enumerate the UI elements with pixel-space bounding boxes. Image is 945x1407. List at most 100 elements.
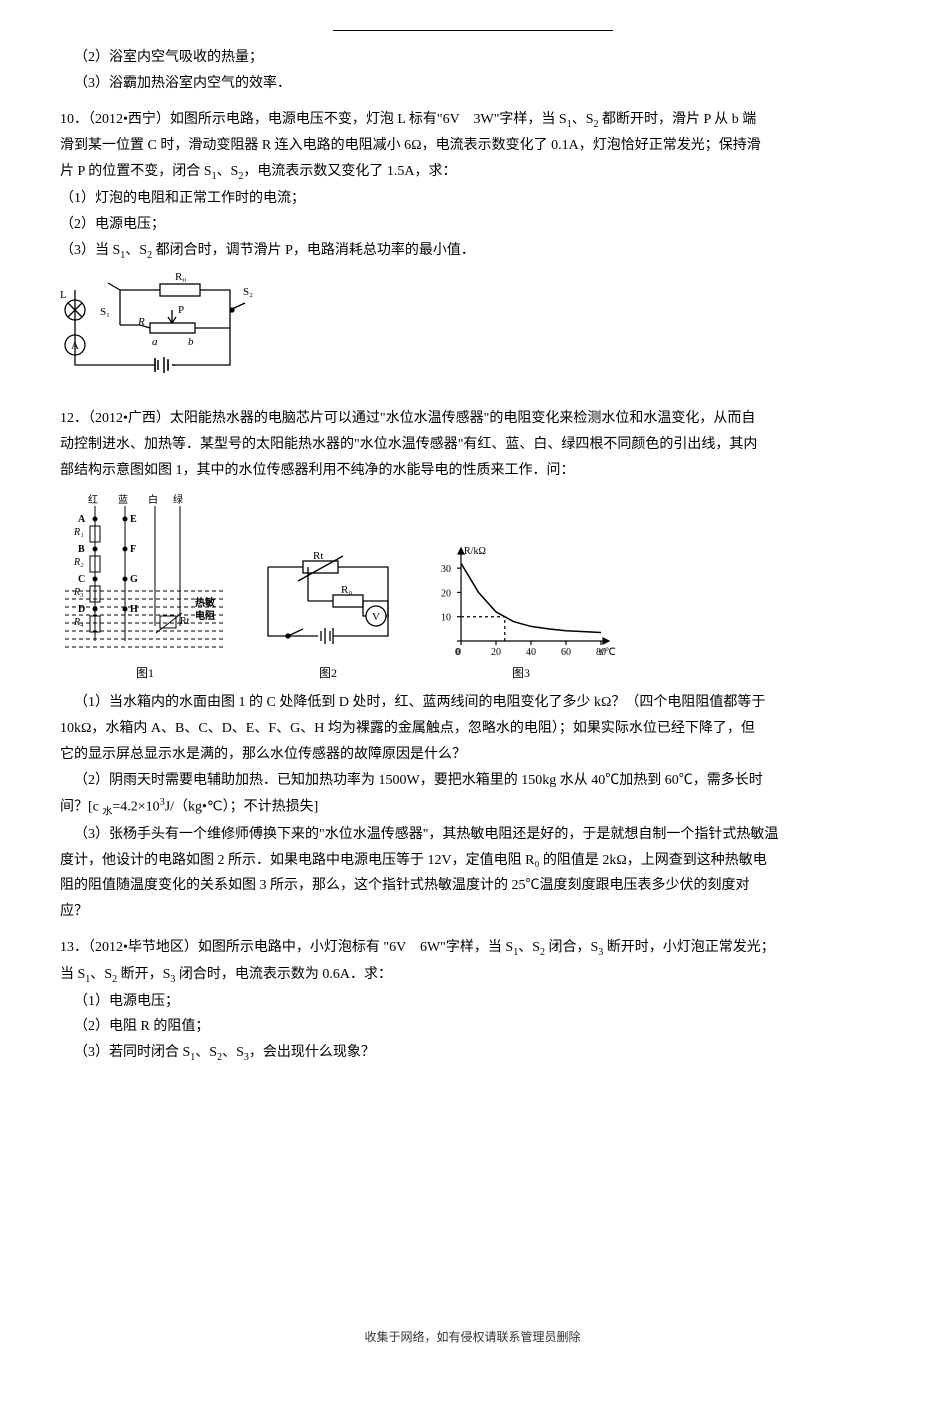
lbl-S1: S₁: [100, 306, 110, 318]
q13-p1d: 断开时，小灯泡正常发光；: [603, 940, 775, 955]
frag-line-2: （2）浴室内空气吸收的热量；: [60, 46, 885, 70]
svg-text:30: 30: [441, 564, 451, 575]
q12-fig2-block: Rt R₀ V 图2: [248, 551, 408, 683]
q13-s3c: 、S: [222, 1045, 244, 1060]
q12-fig1-block: 红 蓝 白 绿 A E B F C G D H R₁ R₂ R₃: [60, 491, 230, 683]
lbl-R4: R₄: [73, 617, 84, 628]
q10-s1: （1）灯泡的电阻和正常工作时的电流；: [60, 187, 885, 211]
svg-text:40: 40: [526, 647, 536, 658]
q10-p3a: 片 P 的位置不变，闭合 S: [60, 164, 212, 179]
q12-s2b-c: J/（kg•℃）；不计热损失]: [165, 800, 319, 815]
page-header-rule: [333, 30, 613, 31]
q12-s3d: 应？: [60, 900, 885, 924]
lbl-A: A: [78, 514, 86, 525]
q12-p1: 12．（2012•广西）太阳能热水器的电脑芯片可以通过"水位水温传感器"的电阻变…: [60, 407, 885, 431]
f2-Rt: Rt: [313, 551, 323, 562]
lbl-C: C: [78, 574, 85, 585]
q13-p2: 当 S1、S2 断开，S3 闭合时，电流表示数为 0.6A．求：: [60, 963, 885, 988]
lbl-L: L: [60, 289, 67, 301]
q12-s1c: 它的显示屏总显示水是满的，那么水位传感器的故障原因是什么？: [60, 743, 885, 767]
q12-fig2-diagram: Rt R₀ V: [248, 551, 408, 661]
lbl-red: 红: [88, 493, 98, 506]
q12-fig1-diagram: 红 蓝 白 绿 A E B F C G D H R₁ R₂ R₃: [60, 491, 230, 661]
q10-p1c: 都断开时，滑片 P 从 b 端: [599, 112, 757, 127]
svg-text:0: 0: [455, 647, 460, 658]
q12-s1b: 10kΩ，水箱内 A、B、C、D、E、F、G、H 均为裸露的金属触点，忽略水的电…: [60, 717, 885, 741]
q10-s2: （2）电源电压；: [60, 213, 885, 237]
lbl-R: R: [137, 316, 145, 328]
q13-s3b: 、S: [195, 1045, 217, 1060]
fig2-caption: 图2: [319, 663, 337, 683]
lbl-green: 绿: [173, 493, 183, 506]
q10-p3: 片 P 的位置不变，闭合 S1、S2，电流表示数又变化了 1.5A，求：: [60, 160, 885, 185]
lbl-P: P: [178, 304, 184, 316]
lbl-S2: S₂: [243, 286, 253, 298]
f2-V: V: [372, 611, 380, 623]
q12-p3: 部结构示意图如图 1，其中的水位传感器利用不纯净的水能导电的性质来工作．问：: [60, 459, 885, 483]
q10-p3b: 、S: [217, 164, 239, 179]
lbl-R1: R₁: [73, 527, 84, 538]
q13-p1a: 13．（2012•毕节地区）如图所示电路中，小灯泡标有 "6V 6W"字样，当 …: [60, 940, 513, 955]
q12-s1: （1）当水箱内的水面由图 1 的 C 处降低到 D 处时，红、蓝两线间的电阻变化…: [60, 691, 885, 715]
lbl-b: b: [188, 336, 194, 348]
question-13: 13．（2012•毕节地区）如图所示电路中，小灯泡标有 "6V 6W"字样，当 …: [60, 936, 885, 1066]
q10-circuit-diagram: R₀ S₂ S₁ P R a b L A: [60, 265, 260, 395]
svg-text:t/℃: t/℃: [599, 647, 616, 658]
q13-p1b: 、S: [518, 940, 540, 955]
sub-water: 水: [102, 807, 112, 818]
q12-s2b-a: 间？[c: [60, 800, 102, 815]
q12-s3b: 度计，他设计的电路如图 2 所示．如果电路中电源电压等于 12V，定值电阻 R₀…: [60, 849, 885, 873]
q12-fig3-block: 0204060801020300t/℃R/kΩ 图3: [426, 541, 616, 683]
svg-text:10: 10: [441, 612, 451, 623]
svg-text:20: 20: [491, 647, 501, 658]
lbl-R0: R₀: [175, 271, 186, 283]
q12-s2: （2）阴雨天时需要电辅助加热．已知加热功率为 1500W，要把水箱里的 150k…: [60, 769, 885, 793]
lbl-B: B: [78, 544, 85, 555]
lbl-E: E: [130, 514, 137, 525]
lbl-Rt: Rt: [180, 616, 190, 627]
svg-text:60: 60: [561, 647, 571, 658]
q13-s2: （2）电阻 R 的阻值；: [60, 1015, 885, 1039]
fig3-caption: 图3: [512, 663, 530, 683]
q13-p2a: 当 S: [60, 967, 85, 982]
q10-p1b: 、S: [572, 112, 594, 127]
q13-p1: 13．（2012•毕节地区）如图所示电路中，小灯泡标有 "6V 6W"字样，当 …: [60, 936, 885, 961]
q10-s3c: 都闭合时，调节滑片 P，电路消耗总功率的最小值．: [152, 243, 475, 258]
q13-p2d: 闭合时，电流表示数为 0.6A．求：: [175, 967, 392, 982]
f2-R0: R₀: [341, 584, 352, 596]
q10-s3: （3）当 S1、S2 都闭合时，调节滑片 P，电路消耗总功率的最小值．: [60, 239, 885, 264]
q10-p1a: 10．（2012•西宁）如图所示电路，电源电压不变，灯泡 L 标有"6V 3W"…: [60, 112, 567, 127]
q12-s3c: 阻的阻值随温度变化的关系如图 3 所示，那么，这个指针式热敏温度计的 25℃温度…: [60, 874, 885, 898]
q10-p3c: ，电流表示数又变化了 1.5A，求：: [243, 164, 456, 179]
q10-p1: 10．（2012•西宁）如图所示电路，电源电压不变，灯泡 L 标有"6V 3W"…: [60, 108, 885, 133]
q13-s1: （1）电源电压；: [60, 990, 885, 1014]
lbl-F: F: [130, 544, 136, 555]
q10-s3a: （3）当 S: [60, 243, 120, 258]
q13-p2b: 、S: [90, 967, 112, 982]
q10-p2: 滑到某一位置 C 时，滑动变阻器 R 连入电路的电阻减小 6Ω，电流表示数变化了…: [60, 134, 885, 158]
lbl-dianzu: 电阻: [195, 609, 215, 622]
q12-figure-row: 红 蓝 白 绿 A E B F C G D H R₁ R₂ R₃: [60, 491, 885, 683]
lbl-R2: R₂: [73, 557, 84, 568]
lbl-remin: 热敏: [195, 596, 215, 609]
lbl-white: 白: [148, 493, 158, 506]
q13-s3: （3）若同时闭合 S1、S2、S3，会出现什么现象？: [60, 1041, 885, 1066]
q12-s2b: 间？[c 水=4.2×103J/（kg•℃）；不计热损失]: [60, 794, 885, 820]
lbl-A: A: [71, 340, 79, 352]
q12-p2: 动控制进水、加热等．某型号的太阳能热水器的"水位水温传感器"有红、蓝、白、绿四根…: [60, 433, 885, 457]
question-10: 10．（2012•西宁）如图所示电路，电源电压不变，灯泡 L 标有"6V 3W"…: [60, 108, 885, 396]
lbl-D: D: [78, 604, 85, 615]
lbl-a: a: [152, 336, 158, 348]
q10-s3b: 、S: [125, 243, 147, 258]
lbl-G: G: [130, 574, 138, 585]
frag-line-3: （3）浴霸加热浴室内空气的效率．: [60, 72, 885, 96]
q13-p2c: 断开，S: [117, 967, 170, 982]
svg-text:20: 20: [441, 588, 451, 599]
lbl-blue: 蓝: [118, 494, 128, 506]
q13-s3d: ，会出现什么现象？: [249, 1045, 375, 1060]
q12-s2b-b: =4.2×10: [112, 800, 159, 815]
q13-s3a: （3）若同时闭合 S: [74, 1045, 190, 1060]
lbl-H: H: [130, 604, 138, 615]
question-12: 12．（2012•广西）太阳能热水器的电脑芯片可以通过"水位水温传感器"的电阻变…: [60, 407, 885, 924]
lbl-R3: R₃: [73, 587, 84, 598]
